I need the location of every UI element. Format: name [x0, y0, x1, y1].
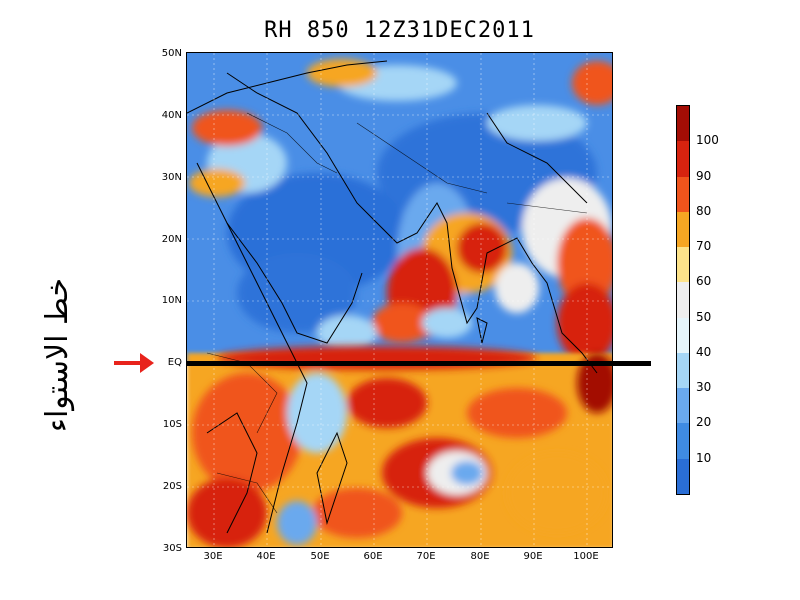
- y-label-30s: 30S: [162, 543, 182, 554]
- x-label-70e: 70E: [416, 551, 436, 562]
- colorbar-segment: [677, 106, 689, 142]
- y-label-50n: 50N: [161, 48, 182, 59]
- colorbar-label: 100: [696, 133, 719, 148]
- red-arrow-icon: [114, 353, 154, 373]
- colorbar-label: 10: [696, 450, 712, 465]
- y-label-40n: 40N: [161, 110, 182, 121]
- x-label-90e: 90E: [523, 551, 543, 562]
- colorbar-segment: [677, 352, 689, 389]
- colorbar-segment: [677, 282, 689, 318]
- colorbar-label: 70: [696, 239, 712, 254]
- colorbar-segment: [677, 317, 689, 353]
- colorbar-label: 60: [696, 274, 712, 289]
- equator-line: [187, 361, 651, 366]
- y-label-10s: 10S: [162, 419, 182, 430]
- colorbar-label: 40: [696, 344, 712, 359]
- map-title: RH 850 12Z31DEC2011: [264, 18, 535, 43]
- x-label-100e: 100E: [573, 551, 599, 562]
- colorbar-label: 90: [696, 168, 712, 183]
- equator-label: خط الاستواء: [40, 278, 75, 433]
- x-label-60e: 60E: [363, 551, 383, 562]
- colorbar-segment: [677, 211, 689, 248]
- colorbar-segment: [677, 247, 689, 283]
- y-label-eq: EQ: [167, 357, 182, 368]
- rh-field: [187, 53, 612, 547]
- colorbar-segment: [677, 176, 689, 212]
- x-label-50e: 50E: [310, 551, 330, 562]
- colorbar-label: 80: [696, 203, 712, 218]
- y-label-20s: 20S: [162, 481, 182, 492]
- colorbar-segment: [677, 458, 689, 494]
- colorbar-segment: [677, 423, 689, 459]
- x-label-30e: 30E: [203, 551, 223, 562]
- y-label-10n: 10N: [161, 295, 182, 306]
- colorbar-label: 20: [696, 415, 712, 430]
- y-label-20n: 20N: [161, 234, 182, 245]
- colorbar-segment: [677, 388, 689, 424]
- colorbar-label: 30: [696, 380, 712, 395]
- colorbar-label: 50: [696, 309, 712, 324]
- rh-map: [186, 52, 613, 548]
- colorbar: [676, 105, 690, 495]
- x-label-80e: 80E: [470, 551, 490, 562]
- y-label-30n: 30N: [161, 172, 182, 183]
- x-label-40e: 40E: [256, 551, 276, 562]
- colorbar-segment: [677, 141, 689, 177]
